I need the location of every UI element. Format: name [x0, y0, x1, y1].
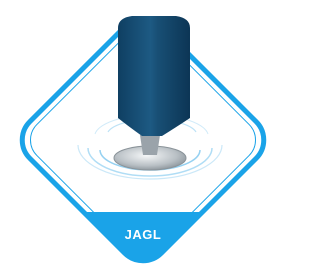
icon: JAGL	[0, 0, 286, 280]
page: {"label": "JAGL"} JAGL (() =>	[0, 0, 286, 280]
label: JAGL	[125, 227, 162, 242]
stem	[140, 135, 160, 155]
pillar	[118, 16, 190, 136]
label-band	[0, 212, 286, 280]
